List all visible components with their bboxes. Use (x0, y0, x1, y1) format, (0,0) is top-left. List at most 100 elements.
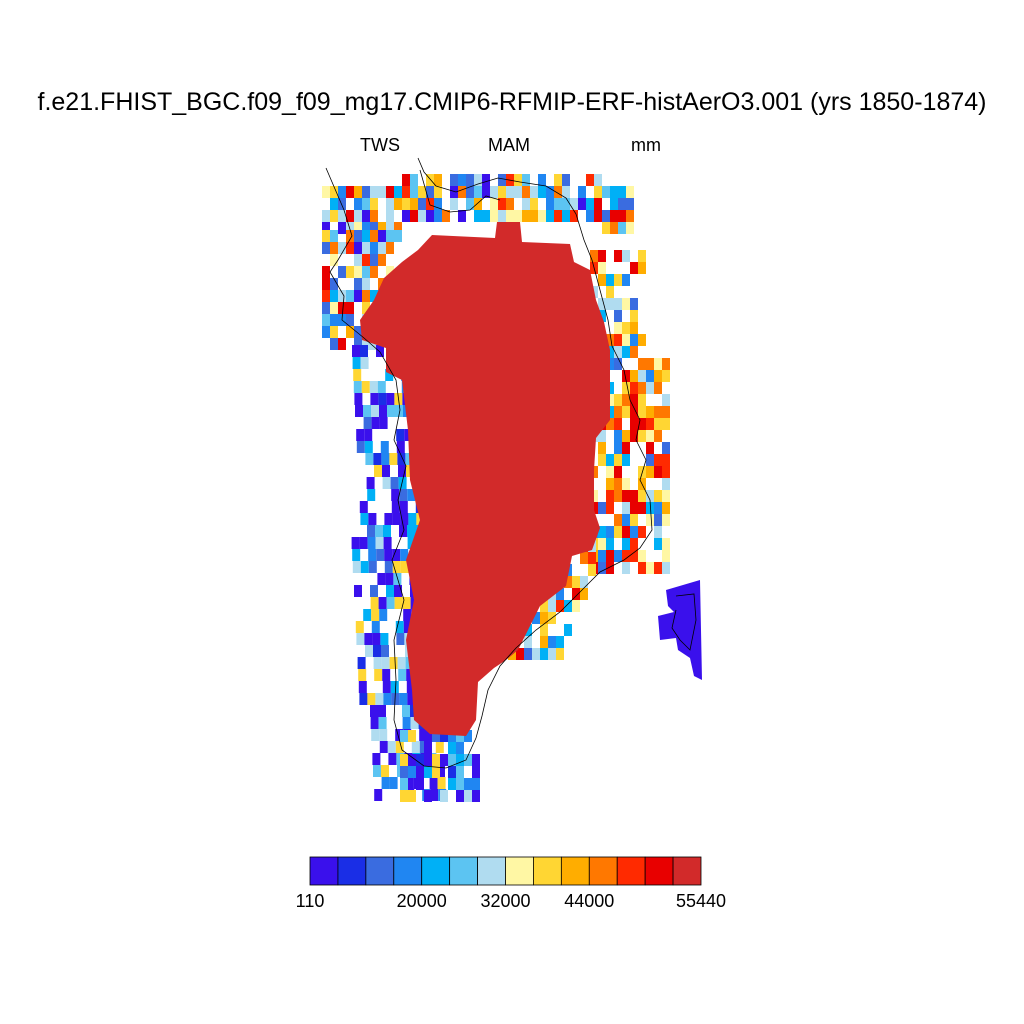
grid-cell (373, 453, 382, 465)
grid-cell (654, 538, 662, 550)
grid-cell (506, 210, 514, 222)
grid-cell (580, 576, 588, 588)
grid-cell (360, 561, 369, 573)
grid-cell (630, 430, 638, 442)
grid-cell (408, 513, 417, 525)
grid-cell (382, 465, 390, 477)
colorbar-swatch (337, 856, 367, 886)
grid-cell (424, 742, 432, 754)
grid-cell (378, 717, 387, 729)
grid-cell (630, 502, 638, 514)
colorbar-swatch (421, 856, 451, 886)
grid-cell (440, 790, 448, 802)
grid-cell (614, 346, 622, 358)
grid-cell (622, 538, 630, 550)
grid-cell (466, 186, 474, 198)
grid-cell (474, 186, 482, 198)
grid-cell (630, 526, 638, 538)
grid-cell (646, 370, 654, 382)
grid-cell (365, 645, 373, 657)
grid-cell (638, 502, 646, 514)
grid-cell (374, 789, 383, 801)
grid-cell (564, 624, 572, 636)
grid-cell (378, 186, 386, 198)
grid-cell (405, 777, 414, 789)
grid-cell (362, 254, 370, 266)
grid-cell (338, 186, 346, 198)
grid-cell (554, 186, 562, 198)
grid-cell (614, 550, 622, 562)
grid-cell (614, 454, 622, 466)
grid-cell (346, 326, 354, 338)
grid-cell (606, 502, 614, 514)
grid-cell (355, 405, 363, 417)
grid-cell (370, 198, 378, 210)
grid-cell (398, 465, 406, 477)
grid-cell (330, 326, 338, 338)
grid-cell (662, 370, 670, 382)
grid-cell (322, 230, 330, 242)
grid-cell (662, 490, 670, 502)
grid-cell (338, 210, 346, 222)
grid-cell (381, 765, 389, 777)
grid-cell (368, 549, 377, 561)
grid-cell (662, 418, 670, 430)
grid-cell (362, 222, 370, 234)
grid-cell (490, 186, 498, 198)
grid-cell (381, 453, 390, 465)
grid-cell (403, 609, 412, 621)
grid-cell (330, 290, 338, 302)
grid-cell (385, 573, 394, 585)
grid-cell (362, 210, 370, 222)
grid-cell (630, 394, 638, 406)
grid-cell (370, 393, 379, 405)
grid-cell (622, 526, 630, 538)
grid-cell (432, 766, 440, 778)
grid-cell (352, 357, 361, 369)
grid-cell (448, 742, 456, 754)
grid-cell (419, 729, 428, 741)
grid-cell (598, 442, 606, 454)
grid-cell (377, 573, 386, 585)
grid-cell (622, 430, 630, 442)
grid-cell (614, 274, 622, 286)
grid-cell (383, 693, 392, 705)
grid-cell (638, 262, 646, 274)
grid-cell (400, 766, 408, 778)
grid-cell (368, 513, 377, 525)
grid-cell (351, 537, 360, 549)
grid-cell (614, 478, 622, 490)
grid-cell (572, 576, 580, 588)
grid-cell (590, 250, 598, 262)
grid-cell (456, 730, 464, 742)
grid-cell (546, 198, 554, 210)
grid-cell (373, 765, 381, 777)
grid-cell (384, 549, 393, 561)
units-label: mm (631, 135, 661, 155)
grid-cell (614, 490, 622, 502)
grid-cell (338, 302, 346, 314)
grid-cell (382, 477, 391, 489)
grid-cell (638, 358, 646, 370)
grid-cell (638, 418, 646, 430)
grid-cell (598, 310, 606, 322)
grid-cell (386, 266, 394, 278)
grid-cell (376, 345, 384, 357)
grid-cell (370, 717, 379, 729)
grid-cell (598, 562, 606, 574)
grid-cell (434, 210, 442, 222)
grid-cell (373, 657, 382, 669)
grid-cell (354, 222, 362, 234)
grid-cell (450, 174, 458, 186)
grid-cell (371, 609, 380, 621)
grid-cell (630, 298, 638, 310)
grid-cell (322, 242, 330, 254)
grid-cell (389, 777, 398, 789)
grid-cell (514, 186, 522, 198)
grid-cell (418, 210, 426, 222)
grid-cell (402, 210, 410, 222)
grid-cell (626, 186, 634, 198)
grid-cell (354, 254, 362, 266)
grid-cell (606, 454, 614, 466)
grid-cell (363, 417, 372, 429)
